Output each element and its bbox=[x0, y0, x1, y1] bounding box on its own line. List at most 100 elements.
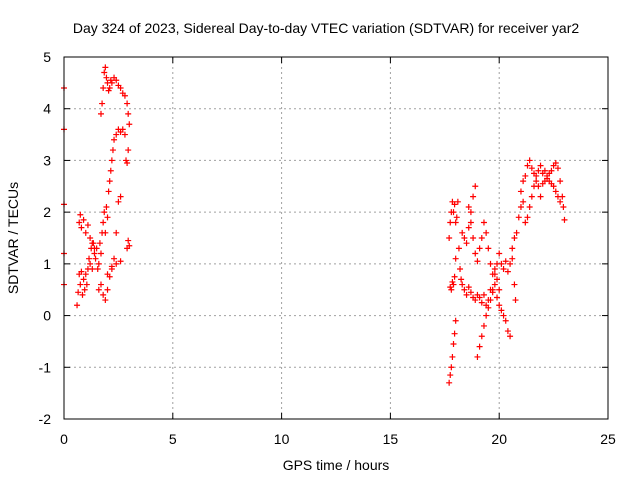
data-point bbox=[125, 147, 132, 154]
data-point bbox=[102, 229, 109, 236]
data-point bbox=[446, 379, 453, 386]
x-tick-label: 10 bbox=[274, 431, 290, 447]
data-point bbox=[494, 294, 501, 301]
data-point bbox=[457, 266, 464, 273]
data-point bbox=[97, 110, 104, 117]
x-tick-labels: 0 5 10 15 20 25 bbox=[60, 431, 616, 447]
data-point bbox=[487, 260, 494, 267]
data-point bbox=[101, 69, 108, 76]
data-point bbox=[511, 281, 518, 288]
data-point bbox=[81, 286, 88, 293]
data-point bbox=[500, 312, 507, 319]
data-point bbox=[113, 229, 120, 236]
data-point bbox=[84, 222, 91, 229]
data-point bbox=[454, 198, 461, 205]
data-point bbox=[502, 317, 509, 324]
data-point bbox=[107, 167, 114, 174]
data-point bbox=[552, 188, 559, 195]
data-point bbox=[500, 266, 507, 273]
data-point bbox=[509, 245, 516, 252]
data-point bbox=[550, 183, 557, 190]
data-point bbox=[461, 286, 468, 293]
data-point bbox=[78, 268, 85, 275]
data-point bbox=[498, 307, 505, 314]
y-tick-label: 5 bbox=[43, 49, 51, 65]
data-point bbox=[465, 284, 472, 291]
data-point bbox=[517, 203, 524, 210]
data-point bbox=[502, 258, 509, 265]
data-point bbox=[108, 79, 115, 86]
data-point bbox=[560, 203, 567, 210]
data-point bbox=[483, 312, 490, 319]
data-point bbox=[124, 100, 131, 107]
data-point bbox=[108, 157, 115, 164]
data-point bbox=[561, 216, 568, 223]
data-point bbox=[97, 281, 104, 288]
data-point bbox=[478, 333, 485, 340]
data-point bbox=[100, 291, 107, 298]
data-point bbox=[459, 229, 466, 236]
data-point bbox=[463, 240, 470, 247]
y-tick-label: 4 bbox=[43, 101, 51, 117]
data-point bbox=[96, 240, 103, 247]
data-point bbox=[494, 276, 501, 283]
data-point bbox=[77, 281, 84, 288]
data-point bbox=[113, 77, 120, 84]
data-point bbox=[496, 286, 503, 293]
data-point bbox=[498, 260, 505, 267]
data-point bbox=[86, 255, 93, 262]
data-point bbox=[557, 198, 564, 205]
data-point bbox=[89, 266, 96, 273]
data-point bbox=[87, 235, 94, 241]
data-point bbox=[125, 110, 132, 117]
data-point bbox=[472, 250, 479, 257]
data-point bbox=[82, 229, 89, 236]
data-point bbox=[92, 255, 99, 262]
data-point bbox=[531, 170, 538, 177]
data-point bbox=[461, 235, 468, 241]
data-point bbox=[104, 271, 111, 278]
data-point bbox=[476, 294, 483, 301]
data-point bbox=[485, 245, 492, 252]
data-point bbox=[117, 85, 124, 92]
data-point bbox=[507, 333, 514, 340]
data-point bbox=[467, 219, 474, 226]
data-point bbox=[100, 219, 107, 226]
y-tick-label: 2 bbox=[43, 204, 51, 220]
y-axis-label: SDTVAR / TECUs bbox=[5, 182, 21, 294]
x-axis-label: GPS time / hours bbox=[283, 457, 390, 473]
data-point bbox=[79, 291, 86, 298]
data-point bbox=[117, 258, 124, 265]
data-point bbox=[535, 183, 542, 190]
data-point bbox=[528, 193, 535, 200]
data-point bbox=[455, 245, 462, 252]
data-point bbox=[548, 167, 555, 174]
data-point bbox=[472, 183, 479, 190]
data-point bbox=[520, 198, 527, 205]
y-tick-label: 0 bbox=[43, 308, 51, 324]
data-point bbox=[465, 224, 472, 231]
data-point bbox=[451, 330, 458, 337]
data-point bbox=[451, 201, 458, 208]
data-point bbox=[126, 121, 133, 128]
x-tick-label: 5 bbox=[169, 431, 177, 447]
data-point bbox=[470, 235, 477, 241]
data-point bbox=[105, 188, 112, 195]
data-point bbox=[474, 258, 481, 265]
data-point bbox=[554, 165, 561, 172]
data-point bbox=[552, 160, 559, 167]
data-point bbox=[91, 245, 98, 252]
data-point bbox=[450, 281, 457, 288]
data-point bbox=[513, 229, 520, 236]
data-point bbox=[87, 260, 94, 267]
data-point bbox=[124, 160, 131, 167]
data-point bbox=[467, 209, 474, 216]
x-tick-label: 15 bbox=[383, 431, 399, 447]
data-point bbox=[487, 297, 494, 304]
data-point bbox=[77, 211, 84, 218]
data-point bbox=[478, 299, 485, 306]
data-point bbox=[480, 291, 487, 298]
x-tick-label: 25 bbox=[600, 431, 616, 447]
data-point bbox=[517, 188, 524, 195]
